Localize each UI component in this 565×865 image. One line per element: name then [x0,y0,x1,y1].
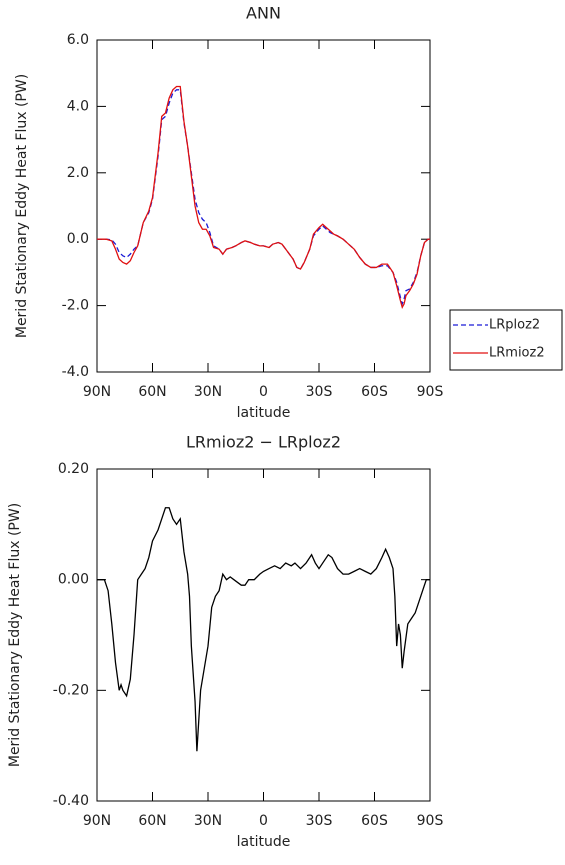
y-axis-label: Merid Stationary Eddy Heat Flux (PW) [14,74,30,338]
legend-box [449,309,563,371]
y-tick-label: -2.0 [62,298,89,314]
x-tick-label: 90S [417,813,444,829]
y-tick-label: 2.0 [67,165,89,181]
x-tick-label: 30N [194,813,222,829]
x-tick-label: 60S [361,384,388,400]
plot-frame [96,39,431,373]
y-tick-label: -4.0 [62,364,89,380]
x-axis-label: latitude [237,405,291,421]
y-tick-label: 0.20 [58,461,89,477]
y-tick-label: 6.0 [67,32,89,48]
x-tick-label: 90N [83,813,111,829]
legend-label: LRploz2 [489,318,540,333]
y-tick-label: 4.0 [67,98,89,114]
plot-frame [96,468,431,802]
x-tick-label: 90S [417,384,444,400]
x-tick-label: 60N [138,813,166,829]
x-tick-label: 30S [306,384,333,400]
x-axis-label: latitude [237,834,291,850]
data-line [97,89,430,307]
data-line [97,507,430,752]
y-tick-label: 0.0 [67,231,89,247]
x-tick-label: 30N [194,384,222,400]
data-line [97,85,430,309]
chart-title: LRmioz2 − LRploz2 [186,433,341,452]
y-tick-label: -0.20 [53,682,89,698]
y-tick-label: -0.40 [53,793,89,809]
x-tick-label: 90N [83,384,111,400]
x-tick-label: 0 [259,813,268,829]
x-tick-label: 0 [259,384,268,400]
x-tick-label: 60N [138,384,166,400]
y-tick-label: 0.00 [58,572,89,588]
chart-title: ANN [246,4,281,23]
x-tick-label: 30S [306,813,333,829]
y-axis-label: Merid Stationary Eddy Heat Flux (PW) [7,503,23,767]
legend-label: LRmioz2 [489,346,545,361]
x-tick-label: 60S [361,813,388,829]
